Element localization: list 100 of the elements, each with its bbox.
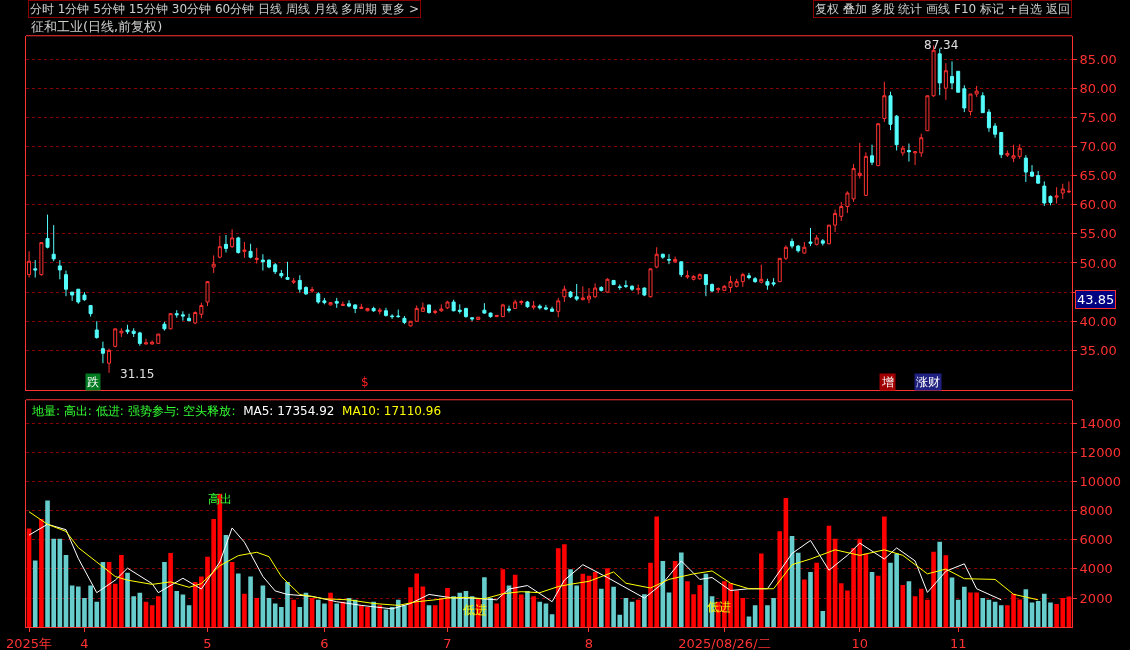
candlestick — [993, 122, 998, 139]
x-tick-label: 10 — [851, 635, 868, 650]
bar — [254, 598, 260, 628]
bar — [642, 594, 647, 628]
candlestick — [63, 270, 68, 297]
candlestick — [796, 244, 801, 253]
candlestick — [291, 277, 296, 285]
candlestick — [636, 284, 641, 295]
candlestick — [814, 234, 819, 246]
candlestick — [543, 304, 548, 311]
candlestick — [679, 260, 684, 278]
candlestick — [248, 243, 253, 259]
bar — [242, 593, 247, 628]
candlestick — [310, 286, 315, 294]
bar — [531, 596, 536, 628]
bar — [494, 603, 500, 628]
bar — [678, 552, 684, 628]
candlestick — [119, 327, 124, 338]
candlestick — [1036, 170, 1041, 185]
candlestick — [1030, 164, 1035, 178]
candlestick — [753, 276, 758, 284]
candlestick — [808, 227, 813, 247]
candlestick — [162, 321, 167, 332]
candlestick — [562, 285, 567, 303]
candlestick — [550, 306, 555, 313]
y-tick-label: 60.00 — [1079, 197, 1117, 213]
x-tick-label: 2025年 — [6, 635, 53, 650]
bar — [39, 518, 44, 628]
candlestick — [857, 142, 862, 179]
candlestick — [999, 131, 1004, 159]
candlestick — [187, 313, 192, 322]
candlestick — [137, 331, 142, 347]
candlestick — [1048, 194, 1053, 206]
candlestick — [371, 306, 376, 313]
y-tick-label: 10000 — [1079, 473, 1121, 489]
candlestick — [630, 284, 635, 292]
bar — [174, 590, 180, 628]
y-tick-label: 8000 — [1079, 503, 1113, 519]
candlestick — [408, 320, 413, 327]
candlestick — [316, 291, 321, 305]
bar — [32, 560, 38, 628]
candlestick — [51, 224, 56, 262]
candlestick — [328, 301, 333, 307]
candlestick — [783, 245, 788, 261]
candlestick — [937, 48, 942, 96]
bar — [328, 592, 333, 628]
y-tick-label: 75.00 — [1079, 109, 1117, 125]
candlestick — [199, 302, 204, 319]
bar — [937, 541, 943, 628]
candlestick — [673, 256, 678, 263]
candlestick — [365, 307, 370, 312]
candlestick — [94, 320, 99, 340]
candlestick — [322, 297, 327, 305]
candlestick — [340, 300, 345, 307]
text: 分时 1分钟 5分钟 15分钟 30分钟 60分钟 日线 周线 月线 多周期 更多 > — [30, 2, 420, 16]
bar — [371, 601, 376, 628]
bar — [802, 579, 807, 628]
candlestick — [1060, 183, 1065, 200]
y-tick-label: 55.00 — [1079, 226, 1117, 242]
candlestick — [359, 303, 364, 309]
bar — [635, 599, 641, 628]
bar — [900, 584, 906, 628]
candlestick — [457, 303, 462, 315]
candlestick — [1054, 186, 1059, 205]
candlestick — [433, 309, 438, 315]
candlestick — [39, 242, 44, 277]
candlestick — [839, 201, 844, 222]
candlestick — [156, 333, 161, 345]
bar — [605, 568, 610, 628]
bar — [235, 573, 241, 628]
candlestick — [303, 285, 308, 296]
candlestick — [556, 297, 561, 318]
y-tick-label: 50.00 — [1079, 255, 1117, 271]
candlestick — [580, 285, 585, 301]
candlestick — [568, 290, 573, 299]
y-tick-label: 70.00 — [1079, 139, 1117, 154]
y-tick-label: 12000 — [1079, 444, 1121, 460]
candlestick — [396, 309, 401, 319]
candlestick — [746, 272, 751, 280]
candlestick — [390, 313, 395, 320]
candlestick — [267, 258, 272, 269]
candlestick — [1023, 154, 1028, 183]
candlestick — [642, 286, 647, 297]
candlestick — [260, 253, 265, 272]
bar — [758, 553, 764, 628]
candlestick — [414, 305, 419, 323]
bar — [998, 605, 1004, 628]
candlestick — [740, 272, 745, 288]
bar — [525, 590, 530, 628]
candlestick — [205, 281, 210, 307]
candlestick — [870, 144, 875, 166]
candlestick — [180, 310, 185, 322]
candlestick — [648, 268, 653, 298]
candlestick — [500, 303, 505, 318]
candlestick — [470, 316, 475, 322]
bar — [814, 562, 819, 628]
candlestick — [107, 348, 112, 374]
bar — [334, 603, 340, 628]
bar — [777, 531, 783, 628]
candlestick — [574, 283, 579, 302]
